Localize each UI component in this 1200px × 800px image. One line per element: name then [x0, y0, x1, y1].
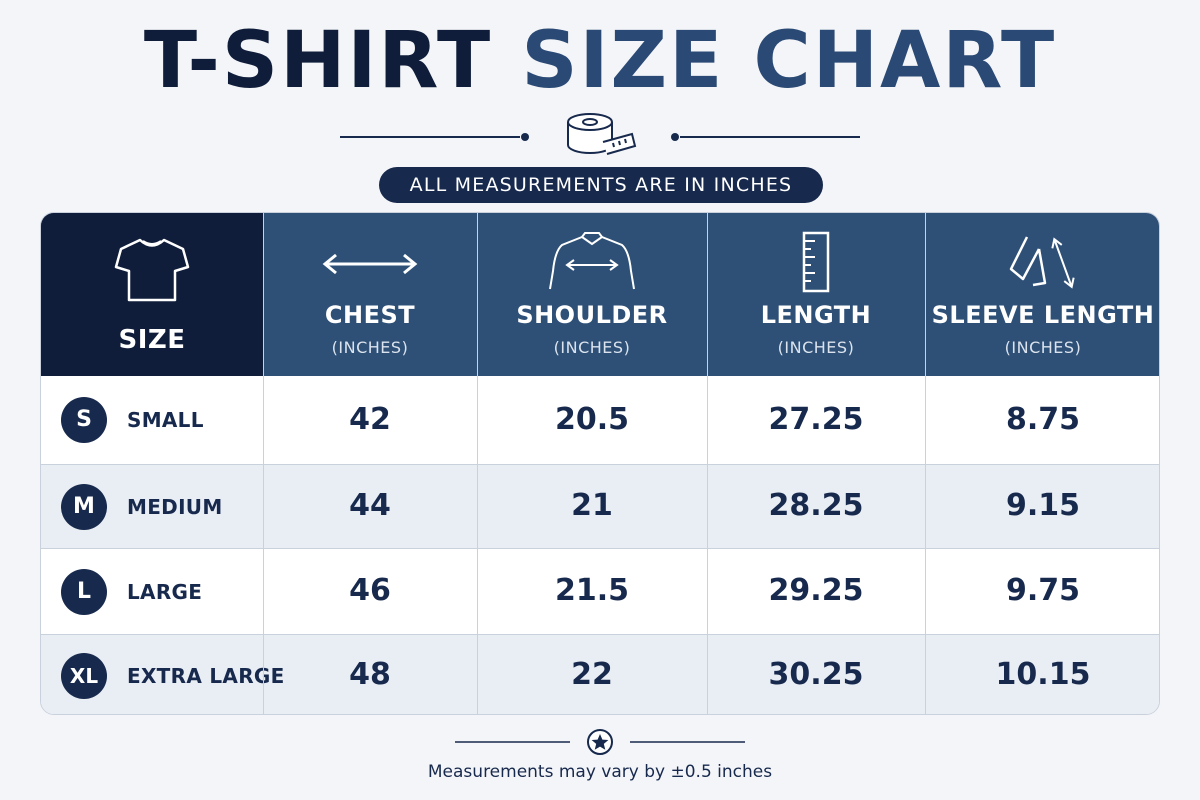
- header-length: LENGTH (INCHES): [707, 213, 925, 376]
- column-divider: [707, 213, 708, 714]
- row-divider: [41, 634, 1159, 635]
- header-size: SIZE: [41, 213, 263, 376]
- sleeve-icon: [1009, 236, 1075, 289]
- column-divider: [925, 213, 926, 714]
- shoulder-value: 21: [571, 488, 613, 523]
- star-icon: [591, 734, 609, 750]
- header-sleeve: SLEEVE LENGTH (INCHES): [925, 213, 1159, 376]
- size-name: SMALL: [127, 408, 204, 432]
- chest-value: 44: [349, 488, 391, 523]
- chest-value: 48: [349, 657, 391, 692]
- title-part1: T-SHIRT: [143, 16, 493, 106]
- sleeve-value: 9.15: [1005, 488, 1081, 523]
- header-size-label: SIZE: [118, 325, 186, 355]
- column-divider: [477, 213, 478, 714]
- table-row: S SMALL 42 20.5 27.25 8.75: [41, 376, 1159, 464]
- shoulder-value: 21.5: [554, 573, 630, 608]
- header-length-unit: (INCHES): [777, 338, 855, 357]
- header-shoulder: SHOULDER (INCHES): [477, 213, 707, 376]
- header-shoulder-label: SHOULDER: [516, 301, 668, 329]
- title-part2: SIZE CHART: [521, 16, 1057, 106]
- size-name: LARGE: [127, 580, 203, 604]
- table-row: L LARGE 46 21.5 29.25 9.75: [41, 549, 1159, 634]
- size-table: SIZE CHEST (INCHES) SHOULDER (INCHES): [40, 212, 1160, 715]
- chest-value: 46: [349, 573, 391, 608]
- length-value: 27.25: [768, 402, 864, 437]
- table-row: M MEDIUM 44 21 28.25 9.15: [41, 465, 1159, 548]
- length-value: 28.25: [768, 488, 864, 523]
- sleeve-value: 8.75: [1005, 402, 1081, 437]
- size-badge: S: [61, 397, 107, 443]
- title-divider: [340, 113, 860, 155]
- length-value: 29.25: [768, 573, 864, 608]
- shoulder-value: 20.5: [554, 402, 630, 437]
- size-name: EXTRA LARGE: [127, 664, 285, 688]
- ruler-icon: [802, 231, 830, 293]
- shoulder-value: 22: [571, 657, 613, 692]
- table-row: XL EXTRA LARGE 48 22 30.25 10.15: [41, 635, 1159, 714]
- header-shoulder-unit: (INCHES): [553, 338, 631, 357]
- size-badge: M: [61, 484, 107, 530]
- sleeve-value: 10.15: [995, 657, 1091, 692]
- row-divider: [41, 548, 1159, 549]
- footnote: Measurements may vary by ±0.5 inches: [427, 762, 773, 782]
- header-length-label: LENGTH: [760, 301, 872, 329]
- footnote-divider: [455, 729, 745, 755]
- size-badge: XL: [61, 653, 107, 699]
- measuring-tape-icon: [567, 113, 637, 155]
- column-divider: [263, 213, 264, 714]
- header-chest-label: CHEST: [324, 301, 416, 329]
- row-divider: [41, 464, 1159, 465]
- length-value: 30.25: [768, 657, 864, 692]
- header-chest-unit: (INCHES): [331, 338, 409, 357]
- header-sleeve-unit: (INCHES): [1004, 338, 1082, 357]
- units-banner: ALL MEASUREMENTS ARE IN INCHES: [379, 167, 823, 203]
- shoulder-icon: [549, 232, 635, 290]
- header-chest: CHEST (INCHES): [263, 213, 477, 376]
- sleeve-value: 9.75: [1005, 573, 1081, 608]
- page-title: T-SHIRT SIZE CHART: [0, 22, 1200, 100]
- table-header: SIZE CHEST (INCHES) SHOULDER (INCHES): [41, 213, 1159, 376]
- tshirt-icon: [114, 238, 190, 302]
- chest-value: 42: [349, 402, 391, 437]
- size-badge: L: [61, 569, 107, 615]
- double-arrow-icon: [322, 253, 418, 275]
- size-name: MEDIUM: [127, 495, 223, 519]
- header-sleeve-label: SLEEVE LENGTH: [931, 301, 1155, 329]
